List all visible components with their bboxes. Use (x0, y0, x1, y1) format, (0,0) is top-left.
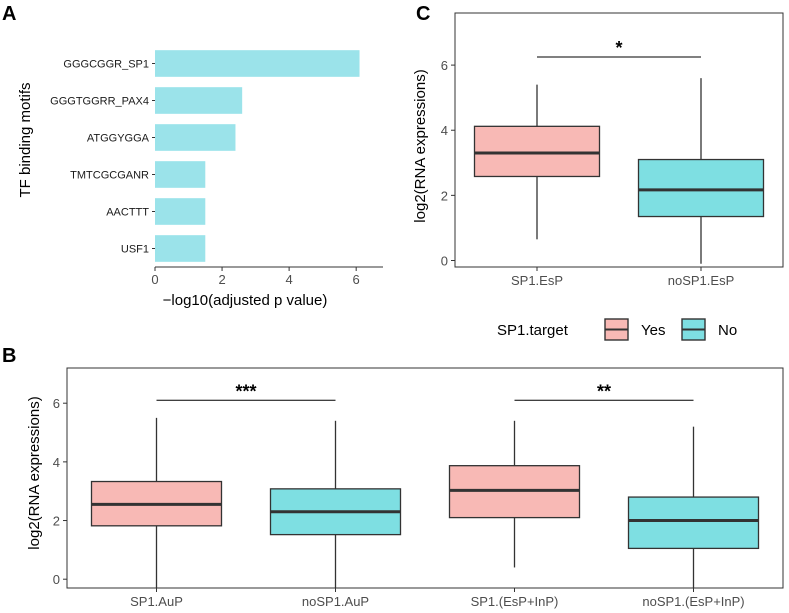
bar-aacttt (155, 198, 206, 225)
y-tick-label: 6 (53, 396, 60, 411)
y-tick-label: ATGGYGGA (87, 133, 150, 145)
legend-title: SP1.target (497, 322, 569, 339)
x-tick-label: 2 (218, 272, 225, 287)
y-tick-label: GGGTGGRR_PAX4 (50, 96, 149, 108)
panel-a-bar-chart: TF binding motifs −log10(adjusted p valu… (17, 50, 383, 309)
y-tick-label: 6 (441, 58, 448, 73)
legend-label-no: No (718, 322, 737, 339)
bar-tmtcgcganr (155, 161, 206, 188)
bar-gggcggr_sp1 (155, 50, 360, 77)
y-tick-label: AACTTT (106, 207, 149, 219)
plot-frame (66, 367, 784, 589)
y-tick-label: 0 (441, 253, 448, 268)
panel-b-box-plot: log2(RNA expressions) 0 2 4 6 SP1.AuP noSP1.A… (26, 367, 784, 609)
y-tick-label: 2 (441, 188, 448, 203)
box-sp1-esp (473, 125, 601, 178)
y-tick-label: USF1 (121, 244, 149, 256)
x-tick-label: SP1.EsP (511, 273, 563, 288)
significance-label: ** (597, 381, 611, 401)
panel-label-b: B (2, 345, 16, 367)
box-nosp1-esp (637, 158, 765, 218)
x-tick-label: noSP1.AuP (302, 594, 369, 609)
y-tick-label: 2 (53, 514, 60, 529)
plot-frame (454, 12, 784, 268)
panel-label-a: A (2, 3, 16, 25)
y-tick-label: TMTCGCGANR (70, 170, 149, 182)
y-tick-label: 0 (53, 572, 60, 587)
x-tick-label: 4 (286, 272, 293, 287)
bar-usf1 (155, 235, 206, 262)
panel-a-y-axis-title: TF binding motifs (17, 82, 34, 197)
legend: SP1.target Yes No (497, 318, 737, 341)
x-tick-label: noSP1.EsP (668, 273, 735, 288)
significance-label: *** (235, 381, 256, 401)
significance-label: * (615, 38, 622, 58)
x-tick-label: 0 (151, 272, 158, 287)
x-tick-label: SP1.AuP (130, 594, 183, 609)
bar-atggygga (155, 124, 236, 151)
bar-gggtggrr_pax4 (155, 87, 243, 114)
y-tick-label: 4 (53, 455, 60, 470)
x-tick-label: noSP1.(EsP+InP) (642, 594, 744, 609)
panel-b-y-axis-title: log2(RNA expressions) (26, 396, 43, 549)
panel-c-box-plot: log2(RNA expressions) 0 2 4 6 SP1.EsP noSP1.E… (412, 12, 784, 288)
x-tick-label: SP1.(EsP+InP) (471, 594, 559, 609)
x-tick-label: 6 (353, 272, 360, 287)
y-tick-label: GGGCGGR_SP1 (63, 59, 149, 71)
panel-a-x-axis-title: −log10(adjusted p value) (163, 292, 328, 309)
legend-label-yes: Yes (641, 322, 665, 339)
panel-c-y-axis-title: log2(RNA expressions) (412, 69, 429, 222)
y-tick-label: 4 (441, 123, 448, 138)
box-nosp1-esp-inp- (627, 496, 760, 550)
panel-label-c: C (416, 3, 430, 25)
